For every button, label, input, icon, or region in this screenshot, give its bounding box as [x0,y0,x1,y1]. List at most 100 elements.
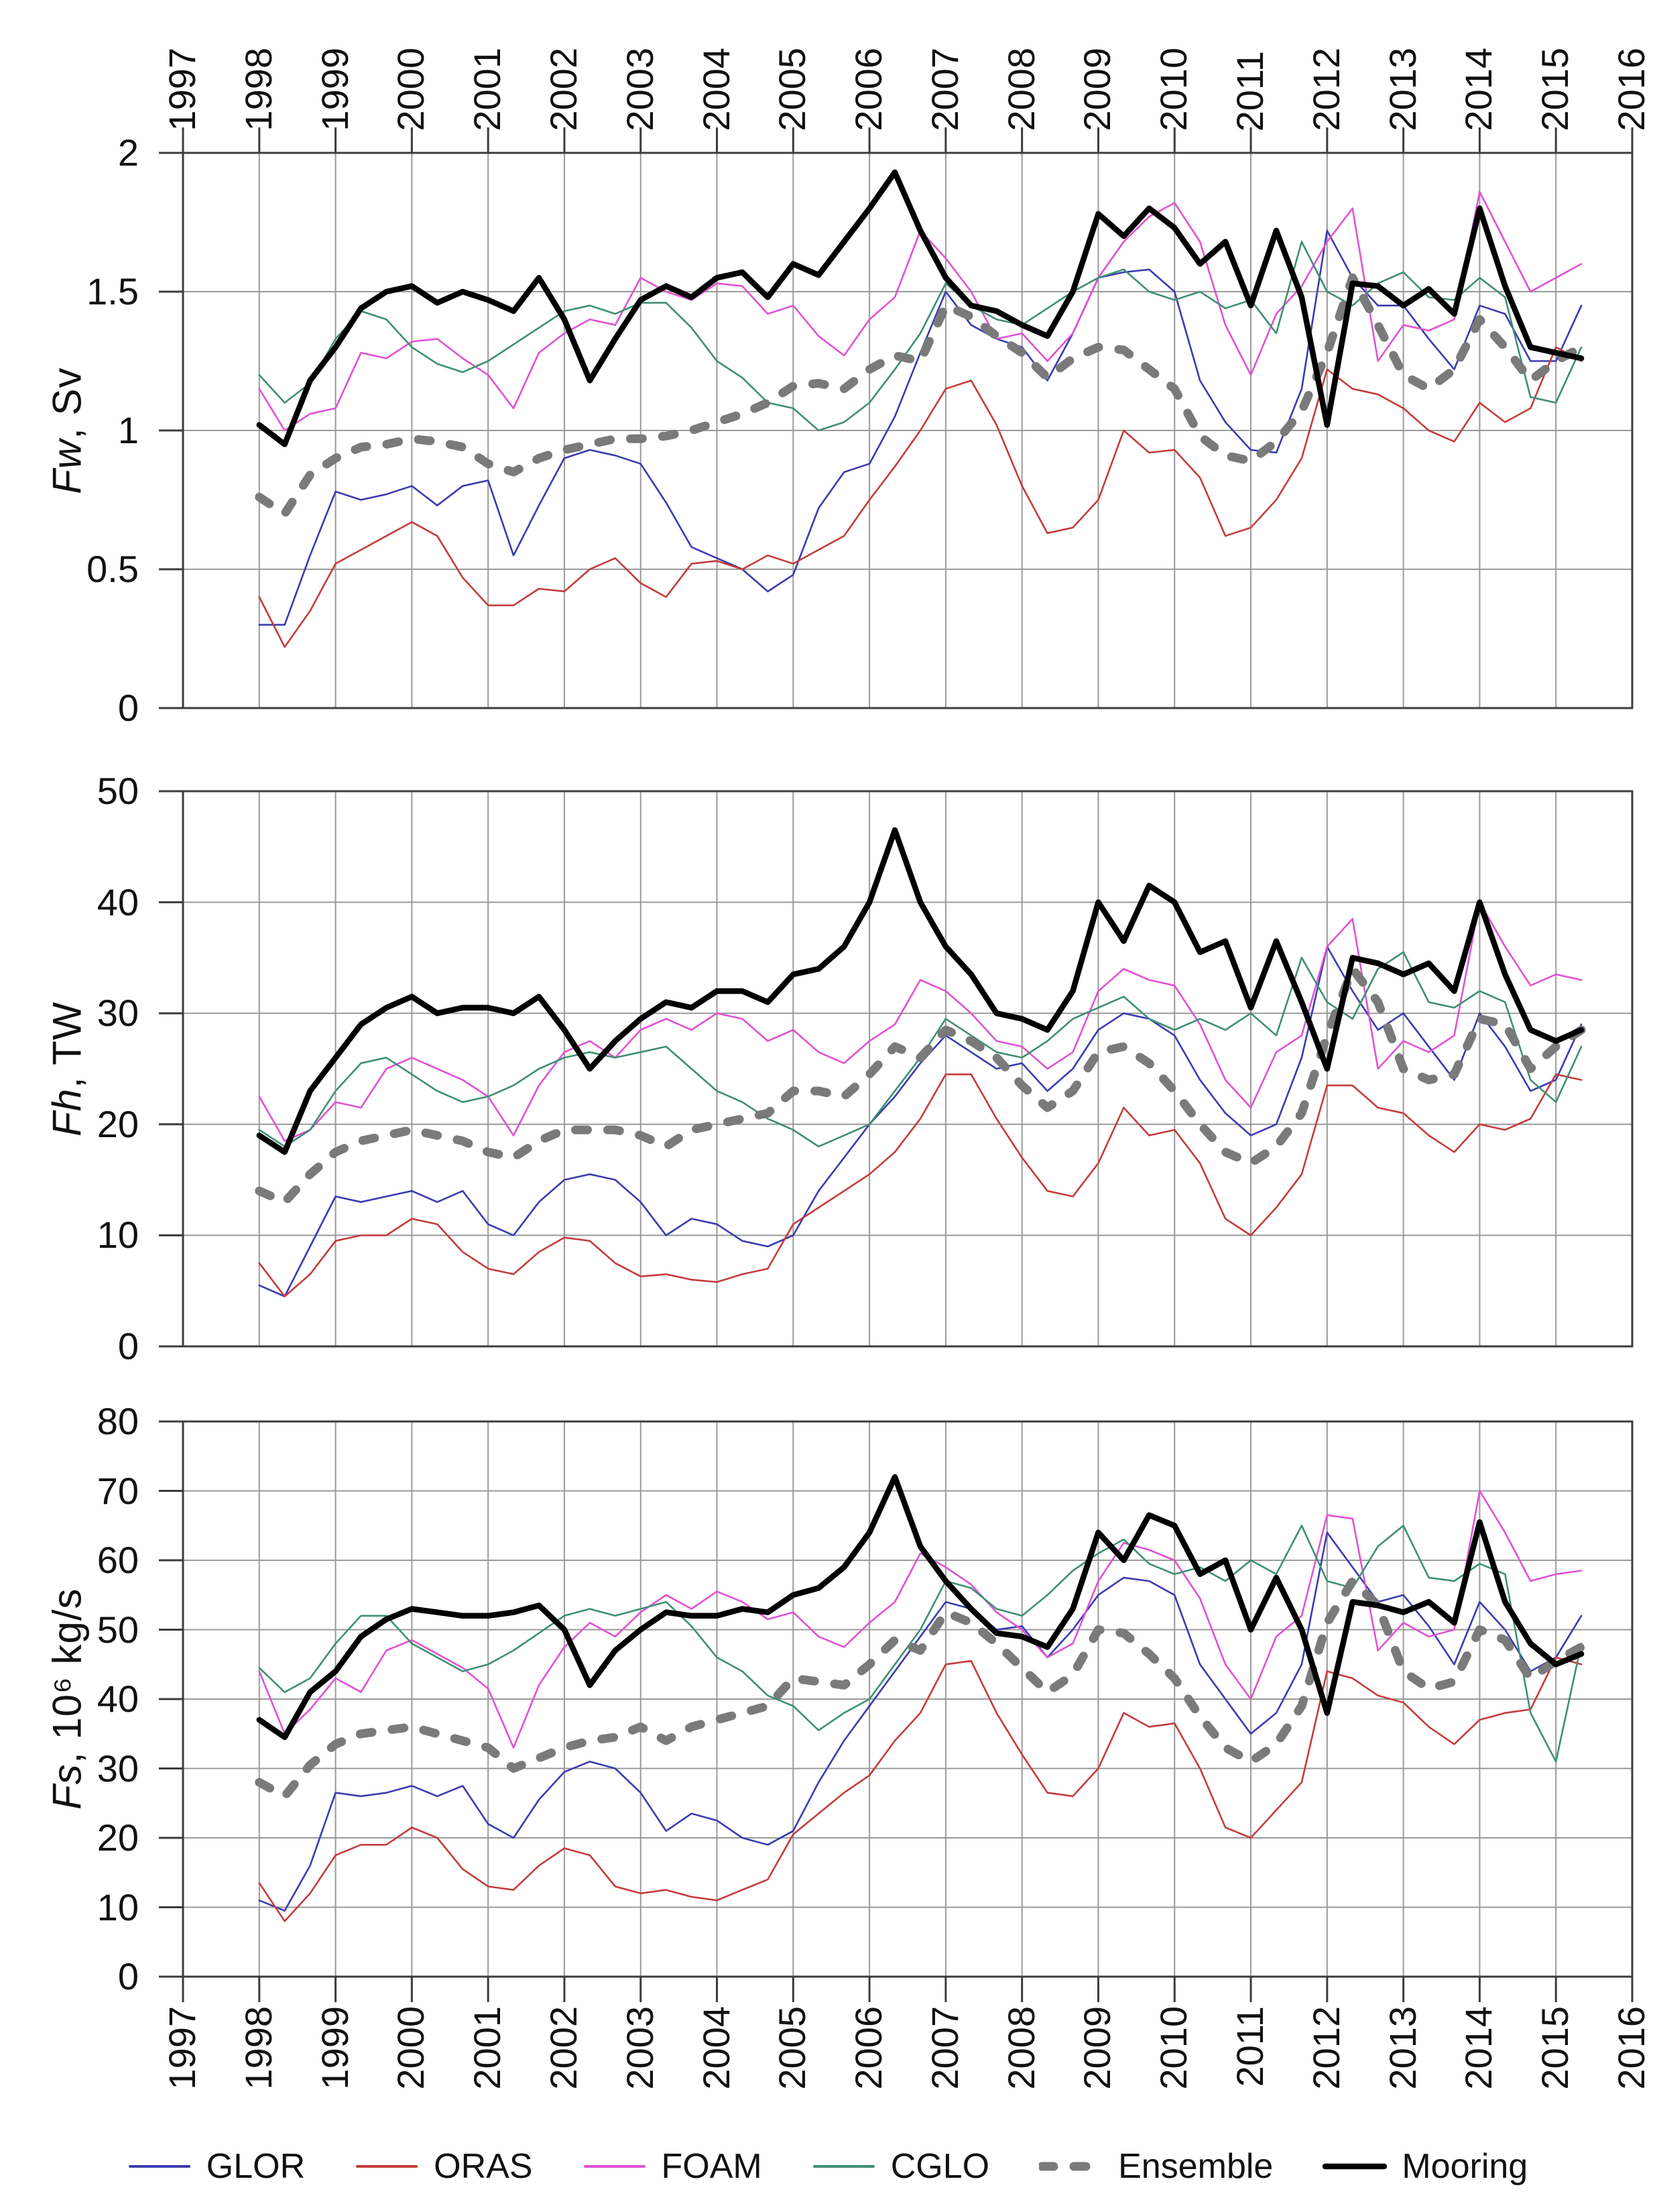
plot-svg-fh [159,790,1634,1348]
year-label: 2007 [923,48,966,131]
legend-label-ensemble: Ensemble [1118,2147,1274,2186]
y-tick-label: 0 [117,687,139,729]
y-tick-labels-fw: 0 0.5 1 1.5 2 [7,131,148,729]
year-label: 2003 [618,48,661,131]
series-ensemble-line [255,1576,1586,1801]
legend-line-sample-foam [583,2165,646,2168]
year-label: 2010 [1152,2006,1195,2090]
top-axis-year-labels: 1997 1998 1999 2000 2001 2002 2003 2004 2005 2006… [161,0,1652,131]
year-label: 2000 [389,2006,432,2090]
y-tick-label: 10 [97,1214,139,1257]
year-label: 1999 [313,48,356,131]
year-label: 2000 [389,48,432,131]
year-label: 2006 [847,48,890,131]
year-label: 2015 [1534,2006,1577,2090]
y-tick-label: 0 [117,1325,139,1367]
year-label: 1998 [237,2006,280,2090]
plot-svg-fw [159,127,1634,709]
panel-fw: Fw, Sv 0 0.5 1 1.5 2 [45,127,1634,729]
year-label: 2004 [694,2006,737,2090]
y-tick-label: 60 [97,1539,139,1581]
y-tick-labels-fs: 0 10 20 30 40 50 60 70 80 [7,1400,148,1997]
y-tick-label: 1 [117,409,139,451]
y-tick-label: 70 [97,1469,139,1512]
legend: GLOR ORAS FOAM CGLO Ensemble Mooring [0,2136,1655,2197]
y-tick-label: 40 [97,1678,139,1720]
y-tick-label: 2 [117,131,139,174]
year-label: 2002 [542,48,585,131]
year-label: 2009 [1076,48,1119,131]
year-label: 2016 [1610,2006,1652,2090]
series-foam-line [258,901,1583,1142]
legend-item-oras: ORAS [355,2146,533,2187]
year-label: 2008 [999,48,1042,131]
legend-line-sample-oras [356,2165,418,2168]
year-label: 2006 [847,2006,890,2090]
plot-svg-fs [159,1420,1634,2002]
bottom-axis-year-labels: 1997 1998 1999 2000 2001 2002 2003 2004 2005 2006… [161,2006,1652,2123]
series-mooring-line [256,1474,1585,1741]
legend-line-sample-mooring [1323,2163,1388,2170]
y-tick-label: 20 [97,1816,139,1859]
year-label: 2002 [542,2006,585,2090]
year-label: 1997 [161,2006,203,2090]
year-label: 2013 [1381,48,1424,131]
legend-item-glor: GLOR [127,2146,305,2187]
panel-fs: Fs, 10⁶ kg/s 0 10 20 30 40 50 60 70 80 [45,1400,1634,2002]
y-tick-label: 50 [97,1608,139,1651]
series-ensemble-line [255,964,1586,1207]
series-glor-line [258,1531,1583,1912]
plot-border [182,790,1634,1348]
year-label: 2016 [1610,48,1652,131]
y-tick-label: 10 [97,1885,139,1928]
legend-label-mooring: Mooring [1402,2147,1528,2186]
year-label: 2014 [1457,48,1500,131]
year-label: 2008 [999,2006,1042,2090]
y-tick-label: 0.5 [86,548,139,590]
year-label: 2001 [466,48,509,131]
y-tick-label: 50 [97,770,139,812]
legend-line-sample-ensemble [1039,2162,1104,2171]
series-ensemble-line [255,273,1586,518]
year-label: 2005 [771,48,814,131]
plot-border [182,152,1634,709]
year-label: 2012 [1304,2006,1347,2090]
series-mooring-line [256,827,1585,1155]
year-label: 2015 [1534,48,1577,131]
year-label: 2003 [618,2006,661,2090]
y-tick-label: 30 [97,1747,139,1790]
series-glor-line [258,945,1583,1297]
legend-item-ensemble: Ensemble [1039,2146,1273,2187]
legend-line-sample-glor [128,2165,190,2168]
series-oras-line [258,1656,1583,1922]
year-label: 2014 [1457,2006,1500,2090]
plot-border [182,1420,1634,1978]
series-oras-line [258,1073,1583,1297]
y-tick-label: 1.5 [86,270,139,312]
y-tick-labels-fh: 0 10 20 30 40 50 [7,770,148,1367]
year-label: 2012 [1304,48,1347,131]
y-tick-label: 0 [117,1955,139,1997]
year-label: 2011 [1229,50,1272,131]
panel-fh: Fh, TW 0 10 20 30 40 50 [45,770,1634,1367]
legend-item-foam: FOAM [583,2146,762,2187]
legend-label-oras: ORAS [434,2147,533,2186]
y-tick-label: 80 [97,1400,139,1442]
legend-label-glor: GLOR [206,2147,306,2186]
year-label: 2001 [466,2006,509,2090]
y-tick-label: 30 [97,992,139,1035]
legend-label-cglo: CGLO [890,2147,990,2186]
legend-label-foam: FOAM [661,2147,762,2186]
year-label: 2011 [1229,2006,1272,2087]
year-label: 1997 [161,48,203,131]
year-label: 2007 [923,2006,966,2090]
year-label: 2005 [771,2006,814,2090]
series-cglo-line [258,1525,1583,1763]
y-tick-label: 40 [97,880,139,923]
year-label: 2010 [1152,48,1195,131]
series-foam-line [258,1490,1583,1749]
legend-item-cglo: CGLO [812,2146,989,2187]
y-tick-label: 20 [97,1102,139,1145]
year-label: 2009 [1076,2006,1119,2090]
